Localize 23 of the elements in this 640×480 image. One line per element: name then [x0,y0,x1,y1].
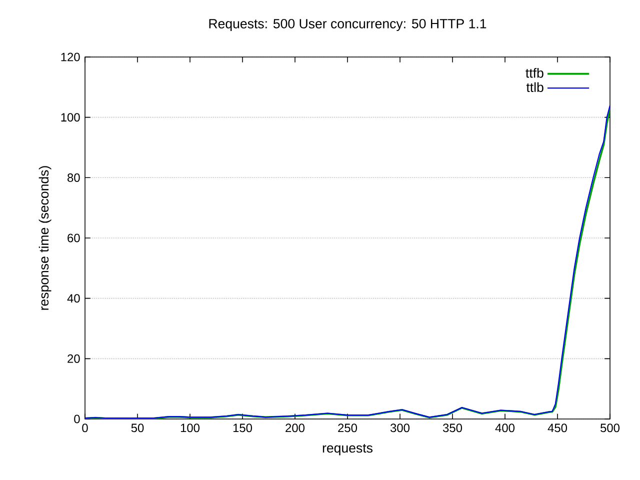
chart-title: Requests: 500 User concurrency: 50 HTTP 1.1 [209,18,486,31]
x-tick-label: 450 [548,424,568,432]
x-tick-label: 350 [442,424,462,432]
x-tick-label: 250 [338,424,358,432]
y-tick-label: 60 [68,234,80,242]
y-tick-label: 0 [74,414,80,424]
x-tick-label: 50 [131,424,144,432]
x-axis-title: requests [322,444,372,456]
x-tick-label: 200 [286,424,305,432]
y-tick-label: 20 [68,354,80,363]
x-tick-label: 400 [495,424,515,432]
y-tick-label: 80 [68,173,80,182]
legend-label: ttlb [526,82,544,92]
y-tick-label: 100 [61,113,80,122]
y-axis-title: response time (seconds) [38,166,52,310]
x-tick-label: 300 [390,424,410,432]
y-tick-label: 120 [61,52,80,62]
legend-label: ttfb [526,68,544,78]
x-tick-label: 0 [82,424,88,432]
x-tick-label: 500 [600,424,620,432]
x-tick-label: 100 [180,424,200,432]
x-tick-label: 150 [233,424,252,432]
y-tick-label: 40 [67,294,80,303]
